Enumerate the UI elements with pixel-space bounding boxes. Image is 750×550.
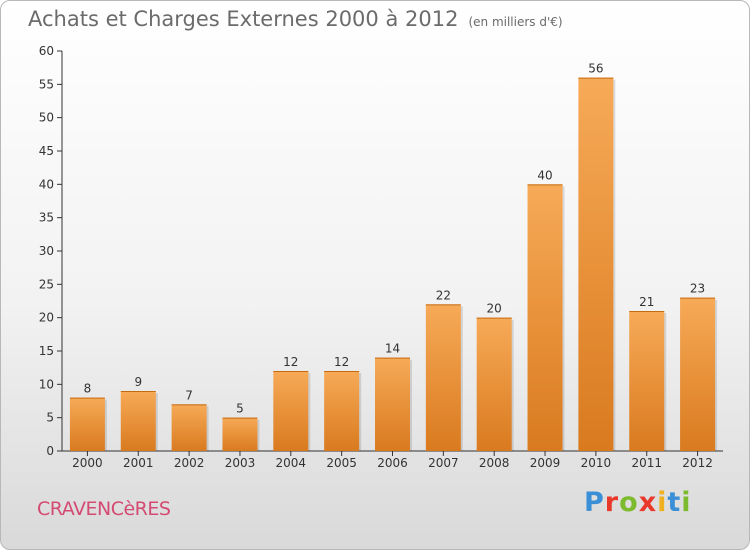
logo-letter: o <box>619 487 639 518</box>
data-label-2012: 23 <box>690 282 705 296</box>
data-label-2002: 7 <box>185 388 193 402</box>
data-label-2005: 12 <box>334 355 349 369</box>
chart-subtitle: (en milliers d'€) <box>468 15 563 29</box>
y-tick-label: 0 <box>46 444 54 458</box>
data-label-2001: 9 <box>134 375 142 389</box>
y-tick-label: 5 <box>46 411 54 425</box>
data-label-2008: 20 <box>487 302 502 316</box>
bar-2003 <box>222 417 258 451</box>
x-tick-label-2001: 2001 <box>123 456 154 470</box>
bar-2005 <box>324 371 360 451</box>
data-label-2007: 22 <box>436 288 451 302</box>
bar-2008 <box>476 317 512 451</box>
x-tick-label-2004: 2004 <box>276 456 307 470</box>
x-tick-label-2006: 2006 <box>377 456 408 470</box>
y-tick-label: 10 <box>39 377 54 391</box>
x-tick-label-2008: 2008 <box>479 456 510 470</box>
data-label-2000: 8 <box>84 382 92 396</box>
x-tick-label-2009: 2009 <box>530 456 561 470</box>
y-tick-label: 35 <box>39 211 54 225</box>
logo-letter: i <box>681 487 692 518</box>
x-tick-label-2003: 2003 <box>225 456 256 470</box>
bar-2006 <box>375 357 410 451</box>
y-tick-label: 15 <box>39 344 54 358</box>
bar-2002 <box>171 404 207 451</box>
y-tick-label: 40 <box>39 177 54 191</box>
x-tick-label-2005: 2005 <box>326 456 357 470</box>
y-tick-label: 20 <box>39 311 54 325</box>
x-tick-label-2007: 2007 <box>428 456 459 470</box>
bar-2009 <box>527 184 563 452</box>
y-tick-label: 45 <box>39 144 54 158</box>
chart-title-text: Achats et Charges Externes 2000 à 2012 <box>28 7 459 31</box>
bar-2001 <box>120 391 156 451</box>
y-tick-label: 30 <box>39 244 54 258</box>
y-tick-label: 50 <box>39 111 54 125</box>
data-label-2011: 21 <box>639 295 654 309</box>
y-tick-label: 60 <box>39 44 54 58</box>
x-tick-label-2002: 2002 <box>174 456 205 470</box>
data-label-2004: 12 <box>283 355 298 369</box>
x-tick-label-2010: 2010 <box>581 456 612 470</box>
x-tick-label-2000: 2000 <box>72 456 103 470</box>
proxiti-logo: Proxiti <box>584 487 692 518</box>
logo-letter: x <box>638 487 658 518</box>
data-label-2003: 5 <box>236 402 244 416</box>
data-label-2010: 56 <box>588 62 603 76</box>
y-tick-label: 25 <box>39 277 54 291</box>
x-tick-label-2011: 2011 <box>631 456 662 470</box>
bar-2000 <box>69 397 105 451</box>
bar-2011 <box>629 311 665 451</box>
chart-title: Achats et Charges Externes 2000 à 2012 (e… <box>28 7 563 31</box>
logo-letter: P <box>584 487 605 518</box>
data-label-2009: 40 <box>537 168 552 182</box>
place-name: CRAVENCèRES <box>37 498 171 520</box>
bar-2004 <box>273 371 309 451</box>
logo-letter: i <box>657 487 668 518</box>
bar-2012 <box>680 297 716 451</box>
logo-letter: t <box>667 487 682 518</box>
bar-2007 <box>425 304 461 451</box>
logo-letter: r <box>604 487 620 518</box>
bar-2010 <box>578 77 614 452</box>
y-tick-label: 55 <box>39 77 54 91</box>
data-label-2006: 14 <box>385 342 400 356</box>
x-tick-label-2012: 2012 <box>682 456 713 470</box>
